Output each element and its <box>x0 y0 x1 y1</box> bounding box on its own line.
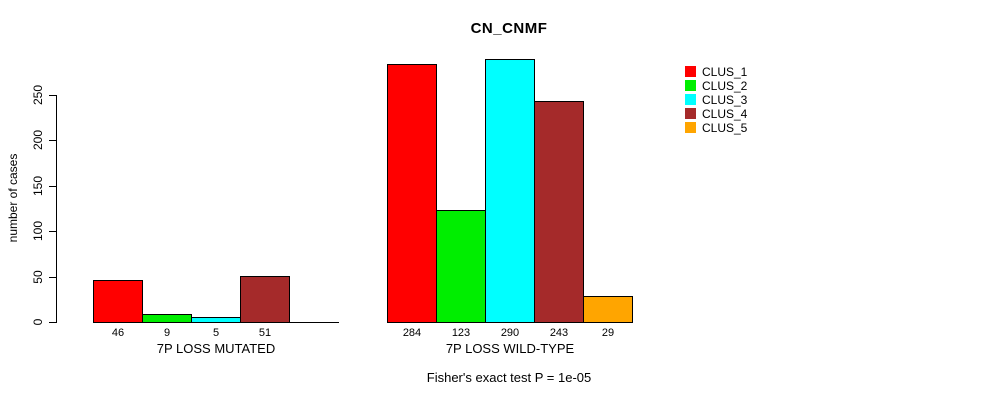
bar-clus_5 <box>583 296 633 322</box>
bar-value-label: 9 <box>163 327 171 339</box>
y-axis-tick <box>49 277 56 278</box>
y-axis-tick-label: 200 <box>31 129 45 151</box>
y-axis-tick-label: 50 <box>31 270 45 284</box>
x-axis-baseline <box>387 322 633 323</box>
fisher-test-note: Fisher's exact test P = 1e-05 <box>426 370 592 385</box>
legend: CLUS_1 CLUS_2 CLUS_3 CLUS_4 CLUS_5 <box>685 65 795 145</box>
bar-value-label: 123 <box>451 327 471 339</box>
legend-item: CLUS_2 <box>685 79 795 93</box>
y-axis-tick <box>49 140 56 141</box>
bar-clus_3 <box>191 317 241 322</box>
bar-clus_1 <box>387 64 437 322</box>
legend-label: CLUS_5 <box>702 121 748 135</box>
legend-swatch <box>685 94 696 105</box>
y-axis-tick-label: 100 <box>31 220 45 242</box>
legend-swatch <box>685 80 696 91</box>
group-axis-label: 7P LOSS WILD-TYPE <box>445 341 575 356</box>
y-axis-tick <box>49 186 56 187</box>
bar-value-label: 5 <box>212 327 220 339</box>
legend-label: CLUS_2 <box>702 79 748 93</box>
bar-value-label: 46 <box>111 327 125 339</box>
y-axis-tick <box>49 231 56 232</box>
bar-value-label: 290 <box>500 327 520 339</box>
y-axis-tick-label: 150 <box>31 175 45 197</box>
legend-label: CLUS_4 <box>702 107 748 121</box>
legend-swatch <box>685 122 696 133</box>
x-axis-baseline <box>93 322 339 323</box>
y-axis-tick <box>49 95 56 96</box>
legend-swatch <box>685 66 696 77</box>
bar-clus_1 <box>93 280 143 322</box>
legend-label: CLUS_3 <box>702 93 748 107</box>
y-axis-tick-label: 250 <box>31 84 45 106</box>
y-axis-line <box>56 95 57 323</box>
bar-clus_4 <box>534 101 584 322</box>
bar-value-label: 284 <box>402 327 422 339</box>
bar-clus_4 <box>240 276 290 322</box>
bar-value-label: 29 <box>601 327 615 339</box>
chart-title: CN_CNMF <box>470 20 548 37</box>
bar-value-label: 51 <box>258 327 272 339</box>
legend-item: CLUS_4 <box>685 107 795 121</box>
y-axis-tick <box>49 322 56 323</box>
group-axis-label: 7P LOSS MUTATED <box>156 341 276 356</box>
bar-value-label: 243 <box>549 327 569 339</box>
y-axis-tick-label: 0 <box>31 318 45 326</box>
legend-item: CLUS_1 <box>685 65 795 79</box>
legend-item: CLUS_5 <box>685 121 795 135</box>
legend-item: CLUS_3 <box>685 93 795 107</box>
bar-clus_2 <box>436 210 486 322</box>
legend-label: CLUS_1 <box>702 65 748 79</box>
bar-clus_2 <box>142 314 192 322</box>
legend-swatch <box>685 108 696 119</box>
bar-clus_3 <box>485 59 535 322</box>
